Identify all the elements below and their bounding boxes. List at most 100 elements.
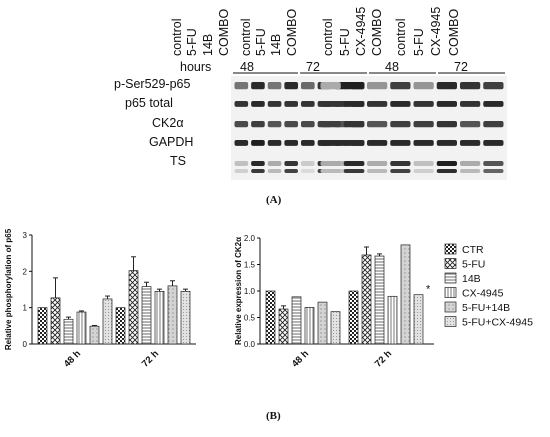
- row-label-gapdh: GAPDH: [149, 135, 194, 149]
- band-right-ck2a-5: [436, 121, 457, 128]
- y-tick-label: 1.0: [244, 287, 256, 296]
- legend-label-4: 5-FU+14B: [462, 302, 510, 314]
- y-tick-label: 0.5: [244, 314, 256, 323]
- band-left-p65-total-0: [234, 101, 249, 107]
- band-right-p-ser529-p65-4: [413, 82, 434, 90]
- timepoint-right-72: 72: [454, 60, 468, 74]
- legend-swatch-3: [444, 287, 457, 298]
- row-label-p65-total: p65 total: [125, 96, 173, 110]
- band-right-p-ser529-p65-0: [320, 82, 341, 90]
- y-axis-label: Relative expression of CK2α: [234, 237, 243, 345]
- bar-48h-s1: [278, 308, 289, 345]
- y-tick-label: 0: [23, 340, 28, 349]
- bar-48h-s0: [37, 307, 48, 345]
- band-left-p65-total-3: [284, 101, 298, 107]
- x-tick-label: 72 h: [373, 348, 394, 369]
- row-label-ts: TS: [170, 154, 186, 168]
- lane-label-left-0: control: [170, 18, 184, 56]
- band-right-ck2a-6: [460, 121, 481, 128]
- band-right-gapdh-0: [320, 140, 341, 146]
- band-left-gapdh-1: [251, 140, 265, 146]
- band-right-gapdh-1: [343, 140, 364, 146]
- bar-48h-s1: [50, 297, 61, 345]
- band-left-ck2a-1: [251, 121, 265, 128]
- band-left-ts-4: [301, 161, 315, 166]
- lane-label-left-3: COMBO: [217, 8, 231, 56]
- band-left-ts-lower-1: [251, 169, 265, 173]
- y-tick-label: 1.5: [244, 261, 256, 270]
- bar-72h-s0: [115, 307, 126, 345]
- band-right-ck2a-3: [390, 121, 411, 128]
- band-right-p65-total-0: [320, 101, 341, 107]
- legend-swatch-1: [444, 258, 457, 269]
- band-right-p65-total-2: [367, 101, 388, 107]
- bar-72h-s5: [413, 294, 424, 345]
- x-tick-label: 48 h: [62, 348, 83, 369]
- band-right-ts-lower-0: [320, 169, 341, 173]
- panel-a-label: (A): [266, 194, 282, 206]
- band-right-ck2a-7: [483, 121, 504, 128]
- band-left-p-ser529-p65-4: [301, 82, 315, 90]
- band-left-gapdh-3: [284, 140, 298, 146]
- bar-48h-s2: [291, 296, 302, 345]
- row-label-p-ser529-p65: p-Ser529-p65: [114, 77, 191, 91]
- band-left-ck2a-4: [301, 121, 315, 128]
- bar-48h-s3: [76, 311, 87, 345]
- bar-48h-s0: [265, 290, 276, 345]
- bar-48h-s4: [89, 325, 100, 345]
- bar-72h-s3: [154, 290, 165, 345]
- band-right-ck2a-0: [320, 121, 341, 128]
- timepoint-left-72: 72: [306, 60, 320, 74]
- band-right-p65-total-4: [413, 101, 434, 107]
- band-left-ck2a-0: [234, 121, 249, 128]
- band-left-p-ser529-p65-1: [251, 82, 265, 90]
- band-right-ts-0: [320, 161, 341, 166]
- legend-swatch-2: [444, 272, 457, 284]
- legend-label-2: 14B: [462, 273, 481, 285]
- bar-48h-s4: [317, 301, 328, 345]
- chart-1: 0 1 2 3 Relative phosphorylation of p65 48 h 7…: [4, 228, 196, 370]
- band-right-p-ser529-p65-7: [483, 82, 504, 90]
- legend-swatch-4: [444, 301, 457, 313]
- band-left-ts-2: [267, 161, 282, 166]
- bar-72h-s2: [374, 255, 385, 345]
- band-left-ts-lower-0: [234, 169, 249, 173]
- band-right-ts-4: [413, 161, 434, 166]
- band-left-ts-1: [251, 161, 265, 166]
- band-right-ts-lower-7: [483, 169, 504, 173]
- band-right-p65-total-5: [436, 101, 457, 107]
- band-left-p-ser529-p65-2: [267, 82, 282, 90]
- lane-label-right-5: 5-FU: [412, 28, 426, 56]
- y-tick-label: 3: [23, 231, 28, 240]
- lane-label-left-5: 5-FU: [254, 28, 268, 56]
- y-tick-label: 0.0: [244, 340, 256, 349]
- band-right-gapdh-5: [436, 140, 457, 146]
- band-right-gapdh-6: [460, 140, 481, 146]
- y-axis-label: Relative phosphorylation of p65: [4, 228, 13, 350]
- x-tick-label: 72 h: [140, 348, 161, 369]
- band-left-ts-lower-4: [301, 169, 315, 173]
- lane-label-left-2: 14B: [201, 33, 215, 56]
- band-right-gapdh-7: [483, 140, 504, 146]
- band-right-ts-lower-3: [390, 169, 411, 173]
- lane-label-right-1: 5-FU: [338, 28, 352, 56]
- lane-label-right-0: control: [321, 18, 335, 56]
- bar-48h-s3: [304, 307, 315, 345]
- band-right-ts-3: [390, 161, 411, 166]
- lane-label-left-6: 14B: [269, 33, 283, 56]
- lane-label-right-4: control: [394, 18, 408, 56]
- bar-72h-s1: [361, 254, 372, 345]
- bar-48h-s5: [102, 298, 113, 345]
- bar-72h-s0: [348, 290, 359, 345]
- y-tick-label: 2.0: [244, 234, 256, 243]
- band-right-ts-lower-2: [367, 169, 388, 173]
- band-left-ts-lower-3: [284, 169, 298, 173]
- bar-48h-s2: [63, 318, 74, 345]
- band-left-ts-lower-2: [267, 169, 282, 173]
- band-right-p65-total-3: [390, 101, 411, 107]
- legend-label-5: 5-FU+CX-4945: [462, 317, 533, 329]
- band-left-gapdh-0: [234, 140, 249, 146]
- band-right-p65-total-1: [343, 101, 364, 107]
